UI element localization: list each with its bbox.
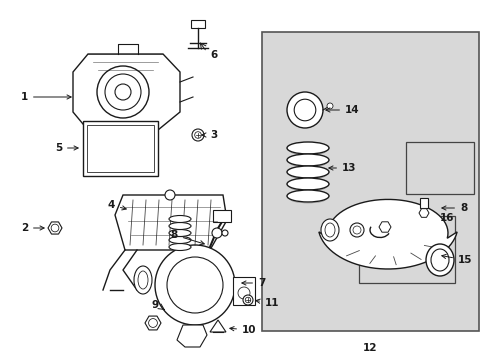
- Polygon shape: [378, 222, 390, 232]
- Ellipse shape: [286, 178, 328, 190]
- Bar: [83, 121, 158, 176]
- Bar: [359, 216, 454, 283]
- Circle shape: [194, 132, 201, 138]
- Text: 6: 6: [209, 50, 217, 60]
- Circle shape: [192, 129, 203, 141]
- Ellipse shape: [425, 244, 453, 276]
- Polygon shape: [145, 316, 161, 330]
- Circle shape: [164, 190, 175, 200]
- Circle shape: [245, 297, 250, 303]
- Polygon shape: [318, 199, 456, 269]
- Ellipse shape: [134, 266, 152, 294]
- Bar: [191, 20, 204, 28]
- Text: 14: 14: [325, 105, 359, 115]
- Circle shape: [286, 92, 323, 128]
- Text: 12: 12: [362, 343, 376, 353]
- Text: 16: 16: [439, 213, 453, 223]
- Text: 1: 1: [20, 92, 71, 102]
- Circle shape: [294, 99, 315, 121]
- Ellipse shape: [289, 159, 325, 167]
- Circle shape: [212, 228, 222, 238]
- Bar: [419, 198, 427, 208]
- Text: 15: 15: [441, 255, 471, 265]
- Circle shape: [51, 224, 59, 232]
- Ellipse shape: [138, 271, 148, 289]
- Polygon shape: [418, 209, 428, 217]
- Circle shape: [238, 287, 249, 299]
- Circle shape: [167, 257, 223, 313]
- Text: 5: 5: [55, 143, 78, 153]
- Text: 10: 10: [229, 325, 256, 335]
- Circle shape: [155, 245, 235, 325]
- Bar: [213, 210, 230, 222]
- Ellipse shape: [169, 237, 191, 243]
- Circle shape: [115, 84, 131, 100]
- Text: 3: 3: [202, 130, 217, 140]
- Ellipse shape: [169, 222, 191, 230]
- Circle shape: [148, 319, 157, 327]
- Ellipse shape: [320, 219, 338, 241]
- Ellipse shape: [289, 171, 325, 179]
- Text: 11: 11: [255, 298, 279, 308]
- Ellipse shape: [169, 243, 191, 251]
- Circle shape: [97, 66, 149, 118]
- Ellipse shape: [169, 230, 191, 237]
- Text: 4: 4: [107, 200, 126, 210]
- Bar: [261, 32, 478, 331]
- Text: 9: 9: [151, 300, 158, 310]
- Ellipse shape: [286, 190, 328, 202]
- Text: 13: 13: [328, 163, 356, 173]
- Polygon shape: [48, 222, 62, 234]
- Polygon shape: [73, 54, 180, 130]
- Bar: [405, 142, 473, 194]
- Ellipse shape: [169, 216, 191, 222]
- Circle shape: [326, 103, 332, 109]
- Text: 2: 2: [20, 223, 44, 233]
- Text: 8: 8: [441, 203, 467, 213]
- Text: 8: 8: [170, 230, 204, 245]
- Ellipse shape: [286, 154, 328, 166]
- Text: 7: 7: [242, 278, 265, 288]
- Bar: [87, 125, 154, 172]
- Ellipse shape: [289, 195, 325, 203]
- Bar: [232, 277, 254, 305]
- Ellipse shape: [286, 166, 328, 178]
- Circle shape: [105, 74, 141, 110]
- Polygon shape: [177, 325, 206, 347]
- Circle shape: [352, 226, 360, 234]
- Ellipse shape: [430, 249, 448, 271]
- Ellipse shape: [289, 183, 325, 191]
- Circle shape: [349, 223, 363, 237]
- Ellipse shape: [286, 142, 328, 154]
- Polygon shape: [115, 195, 226, 250]
- Polygon shape: [209, 320, 225, 332]
- Circle shape: [222, 230, 227, 236]
- Ellipse shape: [325, 223, 334, 237]
- Ellipse shape: [289, 147, 325, 155]
- Circle shape: [243, 295, 252, 305]
